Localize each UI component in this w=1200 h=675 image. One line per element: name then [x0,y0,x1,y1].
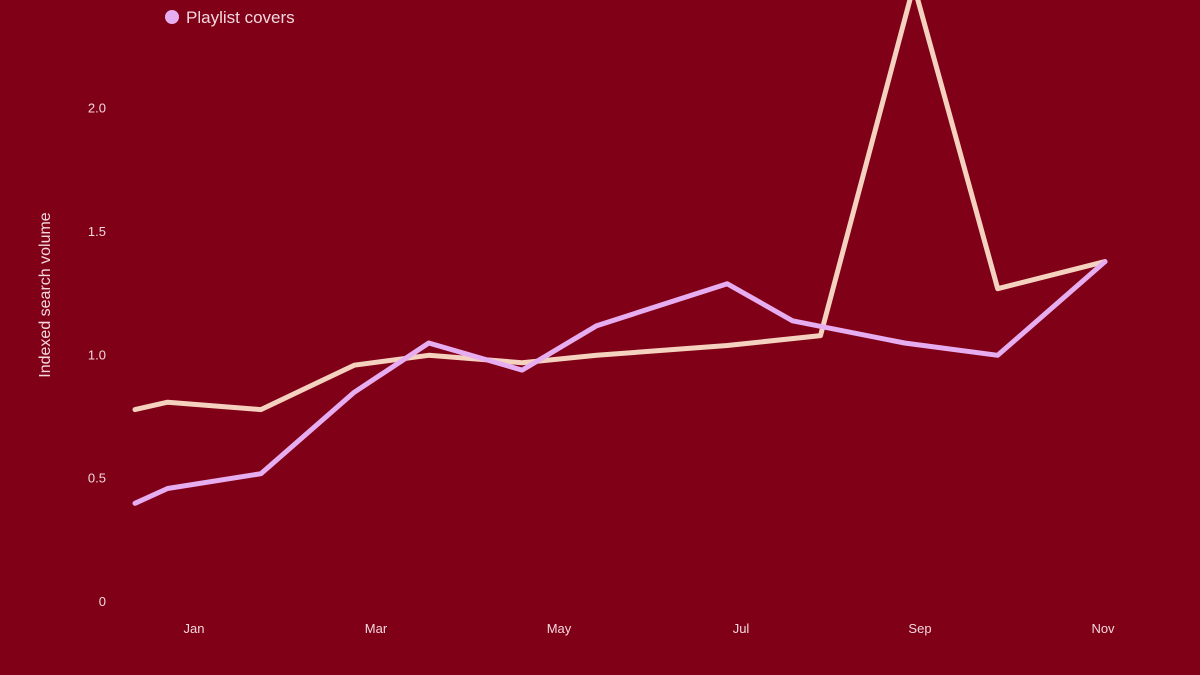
y-tick-label: 2.0 [88,101,106,116]
y-tick-label: 0.5 [88,471,106,486]
y-tick-label: 0 [99,594,106,609]
legend: Playlist covers [165,8,295,27]
y-axis-title: Indexed search volume [37,212,54,378]
x-tick-label: Mar [365,621,388,636]
series-line-secondary [132,0,1108,413]
x-tick-label: Sep [908,621,931,636]
y-tick-label: 1.0 [88,347,106,362]
x-tick-label: Nov [1091,621,1115,636]
legend-label-playlist-covers: Playlist covers [186,8,295,27]
x-tick-label: Jul [733,621,750,636]
y-tick-label: 1.5 [88,224,106,239]
legend-marker-playlist-covers [165,10,179,24]
series-line-playlist-covers [132,259,1108,506]
x-tick-label: Jan [184,621,205,636]
series-lines [132,0,1108,506]
x-axis-ticks: Jan Mar May Jul Sep Nov [184,621,1116,636]
y-axis-ticks: 0 0.5 1.0 1.5 2.0 [88,101,106,609]
x-tick-label: May [547,621,572,636]
